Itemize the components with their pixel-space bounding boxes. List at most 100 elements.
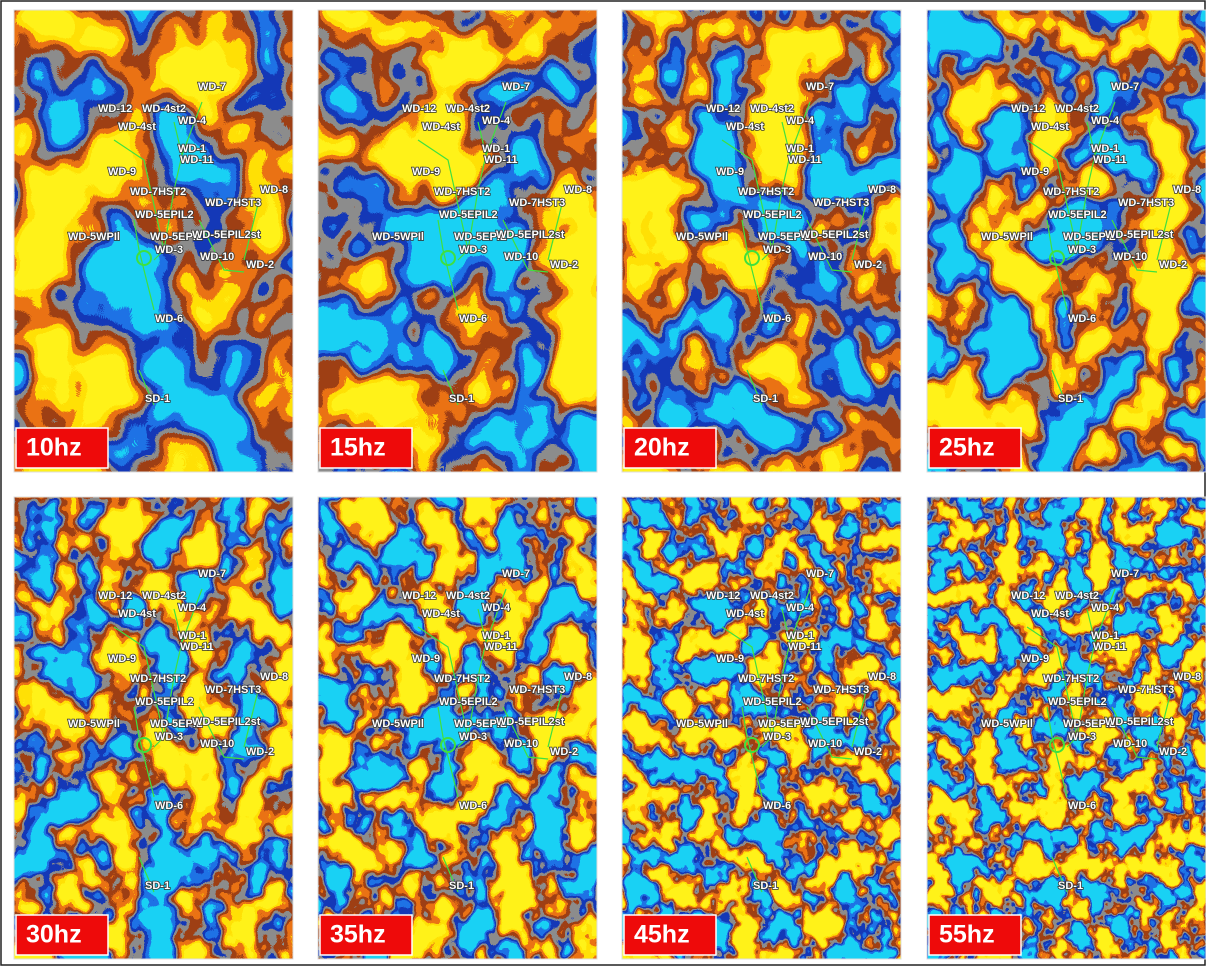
well-label: WD-9	[716, 653, 744, 665]
well-label: WD-4st	[1031, 121, 1069, 133]
well-label: WD-8	[1173, 184, 1201, 196]
well-label: WD-4st2	[142, 590, 186, 602]
well-label: WD-12	[98, 590, 132, 602]
well-label: WD-2	[854, 746, 882, 758]
well-label: WD-7	[198, 568, 226, 580]
well-label: WD-4st2	[446, 103, 490, 115]
frequency-label: 20hz	[634, 434, 690, 462]
well-label: WD-3	[155, 731, 183, 743]
well-label: WD-7HST2	[130, 186, 186, 198]
well-label: WD-7HST2	[1043, 673, 1099, 685]
well-label: SD-1	[145, 393, 170, 405]
frequency-label: 25hz	[939, 434, 995, 462]
well-label: WD-7HST3	[205, 197, 261, 209]
well-label: WD-4	[178, 115, 207, 127]
well-label: WD-10	[200, 251, 234, 263]
well-label: WD-7HST3	[813, 197, 869, 209]
well-label: WD-8	[868, 184, 896, 196]
well-label: WD-7HST3	[205, 684, 261, 696]
well-label: WD-11	[788, 641, 822, 653]
well-label: WD-10	[1113, 251, 1147, 263]
well-label: WD-11	[484, 641, 518, 653]
well-label: WD-5EPIL2st	[496, 716, 565, 728]
well-label: WD-11	[180, 154, 214, 166]
frequency-label: 30hz	[26, 921, 82, 949]
well-label: WD-5WPIl	[68, 231, 120, 243]
well-label: WD-5EPIL2	[743, 696, 802, 708]
well-label: WD-5EPIL2	[439, 696, 498, 708]
well-label: WD-5WPIl	[981, 718, 1033, 730]
well-label: WD-4st2	[1055, 590, 1099, 602]
well-label: WD-4st	[726, 121, 764, 133]
well-label: SD-1	[1058, 393, 1083, 405]
well-label: WD-5EPIL2st	[1105, 229, 1174, 241]
well-label: WD-2	[1159, 746, 1187, 758]
well-label: WD-4	[178, 602, 207, 614]
well-label: WD-11	[484, 154, 518, 166]
well-label: WD-8	[564, 671, 592, 683]
well-label: WD-5EPIL2st	[496, 229, 565, 241]
well-label: SD-1	[449, 880, 474, 892]
well-label: SD-1	[753, 880, 778, 892]
well-label: WD-10	[808, 251, 842, 263]
well-label: WD-12	[402, 103, 436, 115]
well-label: WD-7HST2	[738, 673, 794, 685]
well-label: WD-6	[155, 313, 183, 325]
well-label: WD-7HST3	[509, 197, 565, 209]
well-label: WD-7HST2	[434, 673, 490, 685]
well-label: WD-7	[502, 81, 530, 93]
well-label: WD-3	[155, 244, 183, 256]
well-label: WD-4st	[726, 608, 764, 620]
well-label: WD-5EPIL2st	[192, 229, 261, 241]
well-label: WD-4st	[118, 121, 156, 133]
well-label: WD-5EPIL2	[743, 209, 802, 221]
well-label: WD-10	[504, 738, 538, 750]
well-label: WD-7	[502, 568, 530, 580]
well-label: WD-6	[763, 800, 791, 812]
well-label: WD-2	[550, 259, 578, 271]
well-label: WD-2	[246, 259, 274, 271]
well-label: WD-4	[786, 602, 815, 614]
well-label: WD-12	[1011, 590, 1045, 602]
frequency-label: 15hz	[330, 434, 386, 462]
well-label: WD-4st	[422, 608, 460, 620]
well-label: WD-8	[868, 671, 896, 683]
well-label: WD-5EPIL2	[1048, 696, 1107, 708]
well-label: WD-5EPIL2	[135, 209, 194, 221]
well-label: WD-7	[806, 568, 834, 580]
well-label: WD-3	[763, 244, 791, 256]
well-label: WD-9	[716, 166, 744, 178]
well-label: WD-4	[482, 602, 511, 614]
well-label: WD-11	[180, 641, 214, 653]
well-label: WD-5EPIL2st	[800, 229, 869, 241]
well-label: WD-4st2	[750, 590, 794, 602]
well-label: WD-7	[1111, 568, 1139, 580]
well-label: WD-4	[786, 115, 815, 127]
well-label: SD-1	[753, 393, 778, 405]
well-label: WD-7HST2	[1043, 186, 1099, 198]
well-label: WD-5WPIl	[68, 718, 120, 730]
well-label: WD-5WPIl	[372, 231, 424, 243]
well-label: WD-4	[482, 115, 511, 127]
well-label: WD-5EPIL2	[1048, 209, 1107, 221]
well-label: WD-7HST3	[1118, 684, 1174, 696]
well-label: WD-4st	[118, 608, 156, 620]
well-label: WD-10	[200, 738, 234, 750]
well-label: WD-2	[854, 259, 882, 271]
well-label: WD-9	[1021, 653, 1049, 665]
well-label: WD-10	[1113, 738, 1147, 750]
well-label: WD-2	[246, 746, 274, 758]
well-label: WD-3	[459, 731, 487, 743]
well-label: WD-12	[706, 590, 740, 602]
well-label: WD-12	[402, 590, 436, 602]
well-label: WD-7	[806, 81, 834, 93]
well-label: WD-5WPIl	[981, 231, 1033, 243]
well-label: WD-4st2	[142, 103, 186, 115]
well-label: WD-4	[1091, 602, 1120, 614]
well-label: WD-2	[550, 746, 578, 758]
frequency-label: 45hz	[634, 921, 690, 949]
well-label: WD-8	[564, 184, 592, 196]
frequency-label: 55hz	[939, 921, 995, 949]
well-label: WD-8	[260, 671, 288, 683]
